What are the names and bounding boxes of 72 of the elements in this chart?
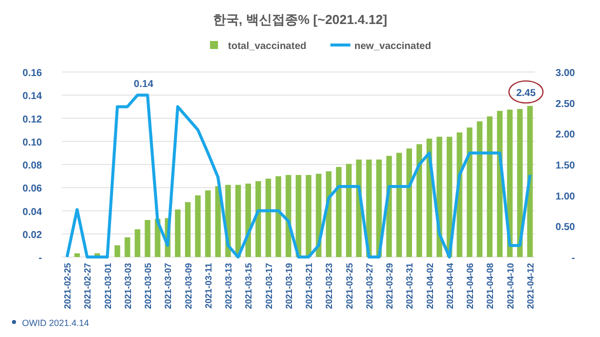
bar: [486, 116, 493, 257]
x-tick-label: 2021-03-23: [324, 263, 334, 310]
bar: [255, 181, 262, 257]
x-tick-label: 2021-03-27: [364, 263, 374, 310]
x-tick-label: 2021-03-19: [284, 263, 294, 310]
y-tick-label: 0.16: [22, 68, 42, 79]
y2-tick-label: 0.50: [556, 222, 576, 234]
bar: [396, 152, 402, 257]
legend-label: total_vaccinated: [228, 41, 306, 52]
y2-tick-label: 1.50: [556, 160, 576, 172]
y2-tick-label: 2.50: [556, 98, 576, 110]
chart-title: 한국, 백신접종% [~2021.4.12]: [212, 12, 388, 27]
y-tick-label: 0.12: [22, 114, 42, 126]
x-tick-label: 2021-02-25: [62, 263, 73, 310]
x-tick-label: 2021-03-13: [224, 263, 234, 310]
x-tick-label: 2021-03-07: [163, 263, 174, 310]
bar: [215, 186, 221, 257]
x-tick-label: 2021-03-25: [344, 263, 354, 310]
text: OWID 2021.4.14: [22, 318, 90, 328]
y2-tick-label: 3.00: [556, 68, 576, 79]
x-tick-label: 2021-03-03: [122, 263, 133, 310]
bar: [205, 190, 211, 257]
bar: [466, 128, 472, 257]
bar: [306, 174, 312, 257]
bar: [185, 202, 191, 257]
x-tick-label: 2021-03-15: [244, 263, 254, 310]
y-tick-label: 0.04: [22, 206, 42, 218]
bar: [195, 195, 201, 257]
y-tick-label: 0.06: [22, 184, 42, 195]
y2-tick-label: 1.00: [556, 191, 576, 202]
bar: [235, 184, 241, 257]
bar: [406, 148, 412, 257]
bar: [124, 237, 130, 257]
x-tick-label: 2021-03-31: [404, 263, 415, 310]
y-tick-label: 0.14: [22, 91, 42, 102]
x-tick-label: 2021-04-08: [485, 263, 496, 310]
bar: [517, 109, 523, 257]
bar: [266, 178, 272, 257]
x-tick-label: 2021-04-02: [424, 263, 435, 310]
x-tick-label: 2021-03-09: [183, 263, 194, 310]
bar: [174, 210, 181, 257]
bar: [527, 106, 533, 257]
bar: [336, 166, 342, 257]
x-tick-label: 2021-03-17: [264, 263, 274, 310]
data-label: 0.14: [134, 79, 154, 90]
y-tick-label: 0.02: [22, 230, 42, 241]
bar: [276, 176, 282, 257]
y-tick-label: 0.08: [22, 160, 42, 172]
legend-label: new_vaccinated: [354, 41, 432, 52]
bar: [74, 253, 80, 257]
bar: [134, 229, 140, 257]
y-tick-label: 0.10: [22, 137, 42, 148]
x-tick-label: 2021-03-29: [384, 263, 395, 310]
bar: [144, 220, 150, 257]
x-tick-label: 2021-03-01: [102, 263, 113, 310]
bar: [296, 174, 302, 257]
y-tick-label: -: [38, 253, 42, 264]
bar: [114, 245, 120, 257]
x-tick-label: 2021-04-04: [444, 263, 455, 310]
x-tick-label: 2021-04-10: [505, 263, 516, 310]
data-label: 2.45: [516, 88, 536, 99]
x-tick-label: 2021-04-06: [465, 263, 476, 310]
bar: [416, 144, 422, 257]
bar: [346, 164, 352, 257]
y2-tick-label: -: [572, 253, 575, 264]
x-tick-label: 2021-02-27: [82, 263, 93, 310]
bar: [476, 121, 482, 257]
x-tick-label: 2021-03-05: [143, 263, 154, 310]
x-tick-label: 2021-04-12: [525, 263, 536, 310]
y2-tick-label: 2.00: [556, 130, 576, 141]
x-tick-label: 2021-03-11: [203, 263, 214, 309]
x-tick-label: 2021-03-21: [304, 263, 314, 310]
